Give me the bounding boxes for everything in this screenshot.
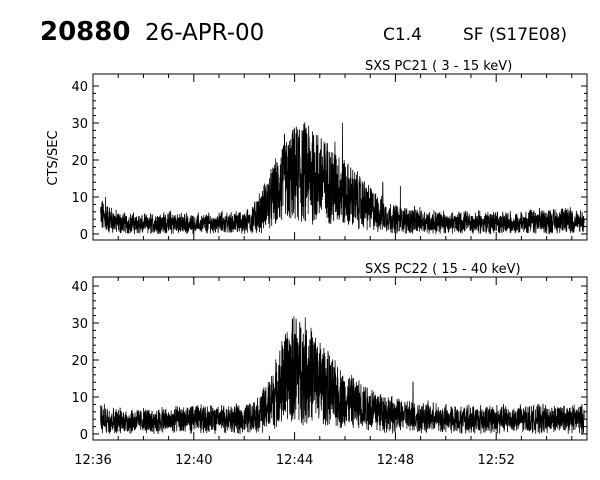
light-curve-line [100, 316, 585, 435]
panel-pc22: SXS PC22 ( 15 - 40 keV) 0 10 20 30 40 [71, 262, 588, 443]
y-tick-label: 40 [71, 280, 88, 295]
x-tick-label: 12:36 [74, 453, 111, 468]
y-axis-label: CTS/SEC [46, 130, 61, 185]
y-tick-label: 10 [71, 191, 88, 206]
plot-frame-pc21 [92, 73, 588, 241]
x-tick-label: 12:52 [477, 453, 514, 468]
series-pc21 [100, 122, 585, 234]
goes-class: C1.4 [383, 25, 422, 45]
x-tick-label: 12:48 [377, 453, 414, 468]
y-tick-label: 10 [71, 391, 88, 406]
panel-pc21: SXS PC21 ( 3 - 15 keV) CTS/SEC 0 10 20 30 40 [46, 59, 588, 243]
y-tick-label: 0 [80, 428, 88, 443]
axis-ticks-pc22: 0 10 20 30 40 [71, 277, 587, 443]
y-tick-label: 40 [71, 80, 88, 95]
x-axis-tick-labels: 12:36 12:40 12:44 12:48 12:52 [74, 453, 515, 468]
event-id: 20880 [40, 17, 130, 47]
y-tick-label: 0 [80, 228, 88, 243]
panel-title-pc21: SXS PC21 ( 3 - 15 keV) [365, 59, 512, 74]
plot-frame-pc22 [92, 276, 588, 441]
y-tick-label: 30 [71, 117, 88, 132]
panel-title-pc22: SXS PC22 ( 15 - 40 keV) [365, 262, 521, 277]
event-date: 26-APR-00 [145, 20, 264, 46]
y-tick-label: 30 [71, 317, 88, 332]
series-pc22 [100, 316, 585, 435]
flare-info: SF (S17E08) [463, 25, 567, 45]
y-tick-label: 20 [71, 354, 88, 369]
x-tick-label: 12:44 [276, 453, 313, 468]
y-tick-label: 20 [71, 154, 88, 169]
x-tick-label: 12:40 [175, 453, 212, 468]
axis-ticks-pc21: 0 10 20 30 40 [71, 74, 587, 243]
light-curve-line [100, 122, 585, 234]
